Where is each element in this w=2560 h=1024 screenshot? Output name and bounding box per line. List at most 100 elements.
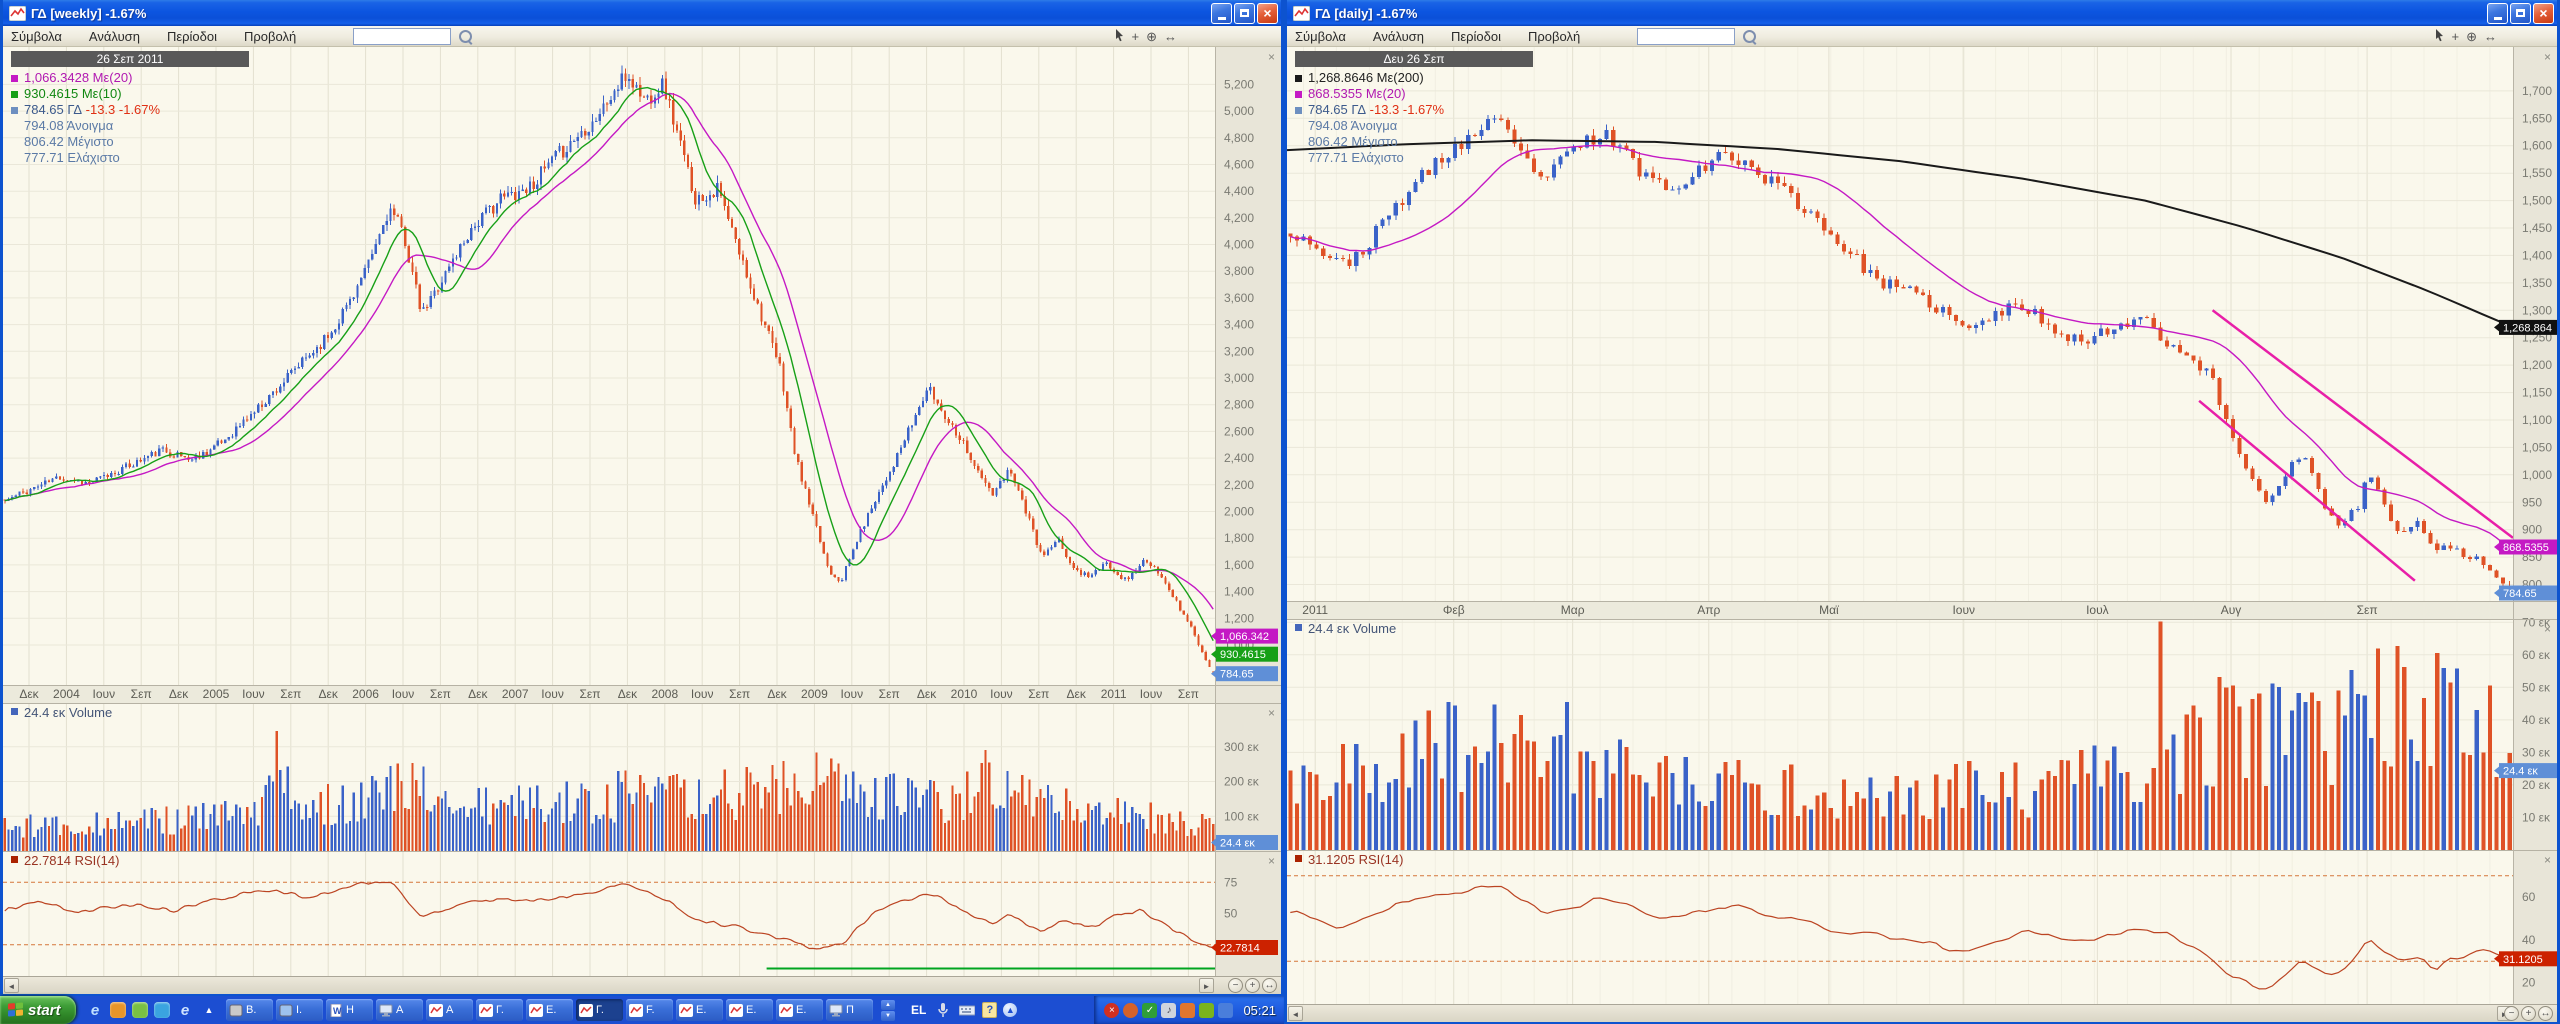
task-button-a[interactable]: A <box>376 999 423 1021</box>
task-button-e[interactable]: E. <box>776 999 823 1021</box>
chart-weekly[interactable]: 1,0001,2001,4001,6001,8002,0002,2002,400… <box>3 47 1281 994</box>
language-indicator[interactable]: EL <box>911 1003 926 1017</box>
menu-item[interactable]: Σύμβολα <box>1295 29 1346 44</box>
task-button-γ[interactable]: Γ. <box>476 999 523 1021</box>
chart-icon <box>429 1004 443 1017</box>
window-weekly: ΓΔ [weekly] -1.67% × Σύμβολα Ανάλυση Περίο… <box>0 0 1284 996</box>
chart-scrollbar[interactable]: ◄ ►−+↔ <box>3 976 1281 994</box>
start-button[interactable]: start <box>0 996 76 1024</box>
svg-text:Δεκ: Δεκ <box>319 687 339 701</box>
messenger-ball-icon[interactable] <box>1123 1003 1138 1018</box>
titlebar[interactable]: ΓΔ [daily] -1.67% × <box>1287 0 2557 26</box>
task-button-b[interactable]: B. <box>226 999 273 1021</box>
zoom-out-button[interactable]: − <box>2504 1006 2519 1021</box>
svg-text:40 εκ: 40 εκ <box>2522 713 2551 727</box>
pointer-icon[interactable] <box>2434 28 2445 46</box>
svg-text:Ιουν: Ιουν <box>1140 687 1163 701</box>
scroll-left-button[interactable]: ◄ <box>4 978 19 993</box>
close-button[interactable]: × <box>2533 3 2554 24</box>
menu-item[interactable]: Ανάλυση <box>1373 29 1424 44</box>
chart-scrollbar[interactable]: ◄►−+↔ <box>1287 1004 2557 1022</box>
pane-close-icon[interactable]: × <box>2544 622 2551 636</box>
scroll-right-button[interactable]: ► <box>1199 978 1214 993</box>
svg-text:Ιουν: Ιουν <box>392 687 415 701</box>
scheduler-icon[interactable] <box>110 1002 126 1018</box>
task-button-e[interactable]: E. <box>676 999 723 1021</box>
alert-icon[interactable]: × <box>1104 1003 1119 1018</box>
menu-item[interactable]: Περίοδοι <box>1451 29 1501 44</box>
menu-item[interactable]: Ανάλυση <box>89 29 140 44</box>
chevron-up-icon[interactable]: ▲ <box>1003 1003 1017 1017</box>
scroll-down-icon[interactable]: ▼ <box>881 1011 895 1021</box>
task-button-f[interactable]: F. <box>626 999 673 1021</box>
task-button-h[interactable]: WH <box>326 999 373 1021</box>
pointer-icon[interactable] <box>1114 28 1125 46</box>
ie-icon[interactable]: e <box>86 1001 104 1019</box>
keyboard-icon[interactable] <box>958 1001 976 1019</box>
nvidia-icon[interactable] <box>1199 1003 1214 1018</box>
zoom-in-button[interactable]: + <box>1245 978 1260 993</box>
svg-text:1,600: 1,600 <box>2522 139 2552 153</box>
search-icon[interactable] <box>459 30 472 43</box>
close-button[interactable]: × <box>1257 3 1278 24</box>
menu-item[interactable]: Προβολή <box>244 29 296 44</box>
pane-close-icon[interactable]: × <box>1268 50 1275 64</box>
microphone-icon[interactable] <box>934 1001 952 1019</box>
task-button-e[interactable]: E. <box>526 999 573 1021</box>
svg-text:4,600: 4,600 <box>1224 158 1254 172</box>
chart-canvas[interactable]: 8008509009501,0001,0501,1001,1501,2001,2… <box>1287 47 2557 1004</box>
task-button-a[interactable]: A <box>426 999 473 1021</box>
zoom-in-icon[interactable]: + <box>2452 29 2460 45</box>
svg-text:1,100: 1,100 <box>2522 413 2552 427</box>
titlebar[interactable]: ΓΔ [weekly] -1.67% × <box>3 0 1281 26</box>
chart-daily[interactable]: 8008509009501,0001,0501,1001,1501,2001,2… <box>1287 47 2557 1022</box>
search-icon[interactable] <box>1743 30 1756 43</box>
svg-text:100 εκ: 100 εκ <box>1224 809 1260 823</box>
recycle-icon[interactable]: ▲ <box>200 1001 218 1019</box>
symbol-search-input[interactable] <box>1637 28 1735 45</box>
help-icon[interactable]: ? <box>982 1002 997 1018</box>
task-button-e[interactable]: E. <box>726 999 773 1021</box>
chart-canvas[interactable]: 1,0001,2001,4001,6001,8002,0002,2002,400… <box>3 47 1281 976</box>
maximize-button[interactable] <box>2510 3 2531 24</box>
maximize-button[interactable] <box>1234 3 1255 24</box>
explorer-icon[interactable]: e <box>176 1001 194 1019</box>
scroll-up-icon[interactable]: ▲ <box>881 1000 895 1010</box>
minimize-button[interactable] <box>2487 3 2508 24</box>
pane-close-icon[interactable]: × <box>2544 50 2551 64</box>
pane-close-icon[interactable]: × <box>1268 706 1275 720</box>
menu-item[interactable]: Σύμβολα <box>11 29 62 44</box>
volume-icon[interactable]: ♪ <box>1161 1003 1176 1018</box>
circle-plus-icon[interactable]: ⊕ <box>2466 29 2477 45</box>
antivirus-icon[interactable]: ✓ <box>1142 1003 1157 1018</box>
minimize-button[interactable] <box>1211 3 1232 24</box>
task-button-π[interactable]: Π <box>826 999 873 1021</box>
fit-width-button[interactable]: ↔ <box>2538 1006 2553 1021</box>
zoom-in-icon[interactable]: + <box>1132 29 1140 45</box>
document-icon[interactable] <box>1180 1003 1195 1018</box>
svg-text:Δεκ: Δεκ <box>618 687 638 701</box>
app-gray-icon <box>229 1004 243 1017</box>
globe-icon[interactable] <box>154 1002 170 1018</box>
menu-item[interactable]: Περίοδοι <box>167 29 217 44</box>
menu-item[interactable]: Προβολή <box>1528 29 1580 44</box>
h-resize-icon[interactable]: ↔ <box>1164 29 1177 45</box>
network-icon[interactable] <box>1218 1003 1233 1018</box>
messenger-icon[interactable] <box>132 1002 148 1018</box>
legend-row: 930.4615 Με(10) <box>11 86 249 102</box>
circle-plus-icon[interactable]: ⊕ <box>1146 29 1157 45</box>
h-resize-icon[interactable]: ↔ <box>2484 29 2497 45</box>
svg-text:2010: 2010 <box>951 687 978 701</box>
svg-text:2006: 2006 <box>352 687 379 701</box>
task-button-i[interactable]: I. <box>276 999 323 1021</box>
pane-close-icon[interactable]: × <box>1268 854 1275 868</box>
scroll-left-button[interactable]: ◄ <box>1288 1006 1303 1021</box>
svg-text:60 εκ: 60 εκ <box>2522 648 2551 662</box>
pane-close-icon[interactable]: × <box>2544 853 2551 867</box>
symbol-search-input[interactable] <box>353 28 451 45</box>
svg-text:Ιουν: Ιουν <box>93 687 116 701</box>
fit-width-button[interactable]: ↔ <box>1262 978 1277 993</box>
zoom-in-button[interactable]: + <box>2521 1006 2536 1021</box>
task-button-γ[interactable]: Γ. <box>576 999 623 1021</box>
zoom-out-button[interactable]: − <box>1228 978 1243 993</box>
